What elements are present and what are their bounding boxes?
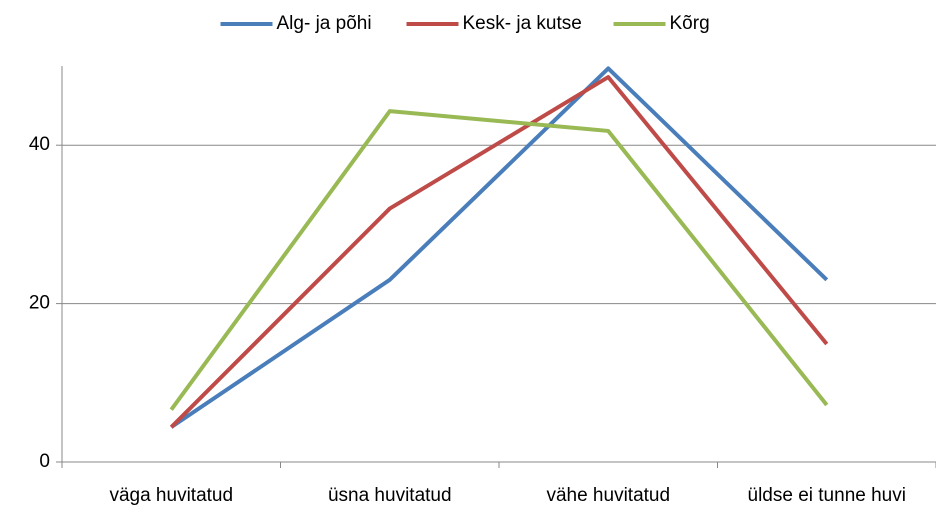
y-tick-label: 40 xyxy=(29,134,50,155)
y-tick-label: 20 xyxy=(29,293,50,314)
series-line xyxy=(169,75,829,429)
x-tick-label: üsna huvitatud xyxy=(328,485,452,506)
x-tick-label: üldse ei tunne huvi xyxy=(748,485,906,506)
y-tick-label: 0 xyxy=(39,451,50,472)
series-line xyxy=(170,66,829,429)
legend-label: Kõrg xyxy=(670,13,710,34)
legend-label: Alg- ja põhi xyxy=(277,13,372,34)
x-tick-label: vähe huvitatud xyxy=(546,485,670,506)
series-line xyxy=(169,109,829,411)
x-tick-label: väga huvitatud xyxy=(109,485,233,506)
legend-label: Kesk- ja kutse xyxy=(463,13,582,34)
